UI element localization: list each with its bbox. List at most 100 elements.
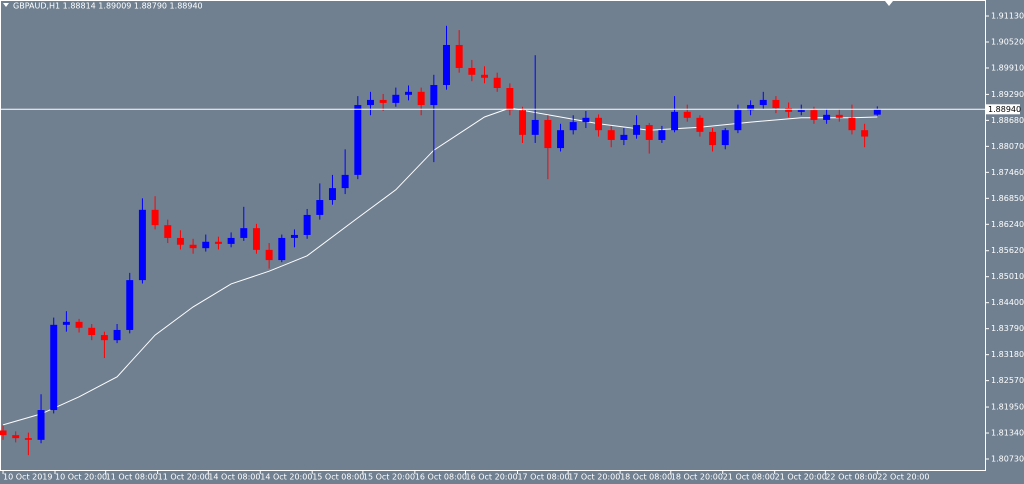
x-tick-label: 21 Oct 08:00 [723, 473, 775, 482]
candle-body [759, 99, 767, 106]
candle-body [671, 111, 679, 131]
x-tick-label: 11 Oct 08:00 [106, 473, 158, 482]
candle-body [709, 131, 717, 146]
x-tick-label: 10 Oct 2019 [3, 473, 52, 482]
candle-body [227, 237, 235, 244]
last-price-label: 1.88940 [988, 105, 1021, 114]
candle-body [88, 327, 96, 336]
candle-body [747, 105, 755, 111]
candle-body [278, 237, 286, 261]
candle-body [443, 44, 450, 86]
candle-body [772, 99, 780, 109]
y-tick-label: 1.85010 [991, 272, 1024, 281]
y-tick-label: 1.89910 [991, 63, 1024, 72]
x-tick-label: 21 Oct 20:00 [775, 473, 827, 482]
plot-border [0, 0, 986, 471]
last-price-box [986, 104, 1020, 115]
x-tick-label: 18 Oct 20:00 [671, 473, 723, 482]
y-tick-label: 1.85620 [991, 246, 1024, 255]
candle-body [645, 125, 653, 140]
candle-body [24, 438, 32, 440]
x-tick-label: 22 Oct 08:00 [825, 473, 877, 482]
candle-body [265, 249, 273, 261]
candle-body [658, 130, 666, 140]
x-tick-label: 10 Oct 20:00 [55, 473, 107, 482]
candle-body [861, 130, 869, 137]
candle-body [62, 321, 70, 325]
shift-marker [885, 1, 893, 6]
candle-body [683, 111, 691, 118]
y-tick-label: 1.88070 [991, 142, 1024, 151]
candle-body [303, 214, 311, 235]
candle-body [164, 225, 172, 238]
y-tick-label: 1.90520 [991, 37, 1024, 46]
y-tick-label: 1.81340 [991, 429, 1024, 438]
moving-average [2, 107, 878, 426]
candle-body [37, 410, 45, 440]
candle-body [75, 321, 83, 328]
x-tick-label: 11 Oct 20:00 [158, 473, 210, 482]
candle-body [341, 174, 349, 189]
candle-body [176, 237, 184, 245]
candle-body [202, 241, 210, 249]
candle-body [734, 110, 742, 131]
x-tick-label: 16 Oct 20:00 [466, 473, 518, 482]
y-tick-label: 1.87460 [991, 168, 1024, 177]
candle-body [544, 119, 552, 149]
candle-body [582, 117, 590, 123]
candle-body [873, 109, 881, 115]
x-tick-label: 17 Oct 08:00 [517, 473, 569, 482]
candle-body [417, 91, 425, 106]
candle-body [290, 234, 298, 238]
candle-body [531, 119, 539, 135]
x-tick-label: 17 Oct 20:00 [568, 473, 620, 482]
candle-body [620, 134, 628, 140]
y-tick-label: 1.84400 [991, 298, 1024, 307]
candle-body [557, 130, 565, 149]
x-tick-label: 15 Oct 08:00 [312, 473, 364, 482]
candle-body [455, 44, 463, 68]
y-tick-label: 1.89290 [991, 90, 1024, 99]
y-tick-label: 1.88680 [991, 116, 1024, 125]
candle-body [506, 88, 514, 111]
candle-body [430, 85, 438, 106]
candle-body [113, 329, 121, 341]
candle-body [595, 117, 603, 131]
candle-body [100, 335, 108, 341]
x-tick-label: 16 Oct 08:00 [415, 473, 467, 482]
x-tick-label: 18 Oct 08:00 [620, 473, 672, 482]
candle-body [607, 130, 615, 140]
y-tick-label: 1.80730 [991, 455, 1024, 464]
candle-body [50, 324, 58, 411]
candle-body [569, 122, 577, 131]
candle-body [696, 117, 704, 132]
y-tick-label: 1.81950 [991, 403, 1024, 412]
x-tick-label: 14 Oct 20:00 [260, 473, 312, 482]
candle-body [493, 77, 501, 89]
candle-body [848, 117, 856, 131]
x-tick-label: 14 Oct 08:00 [208, 473, 260, 482]
candle-body [316, 200, 324, 215]
candle-body [721, 130, 729, 146]
y-tick-label: 1.91130 [991, 12, 1024, 21]
chart-title: GBPAUD,H1 1.88814 1.89009 1.88790 1.8894… [13, 2, 203, 11]
candle-body [328, 188, 336, 201]
candle-body [240, 228, 248, 238]
candle-body [126, 280, 134, 330]
candle-body [214, 241, 222, 244]
candle-body [823, 114, 831, 120]
y-tick-label: 1.82570 [991, 376, 1024, 385]
candle-body [633, 125, 641, 135]
menu-triangle[interactable] [3, 3, 9, 7]
candle-body [151, 209, 159, 226]
candle-body [519, 110, 527, 135]
candle-body [797, 110, 805, 112]
y-tick-label: 1.83180 [991, 350, 1024, 359]
candle-body [0, 430, 7, 436]
candle-body [835, 114, 843, 118]
candle-body [810, 110, 818, 120]
y-tick-label: 1.86850 [991, 194, 1024, 203]
